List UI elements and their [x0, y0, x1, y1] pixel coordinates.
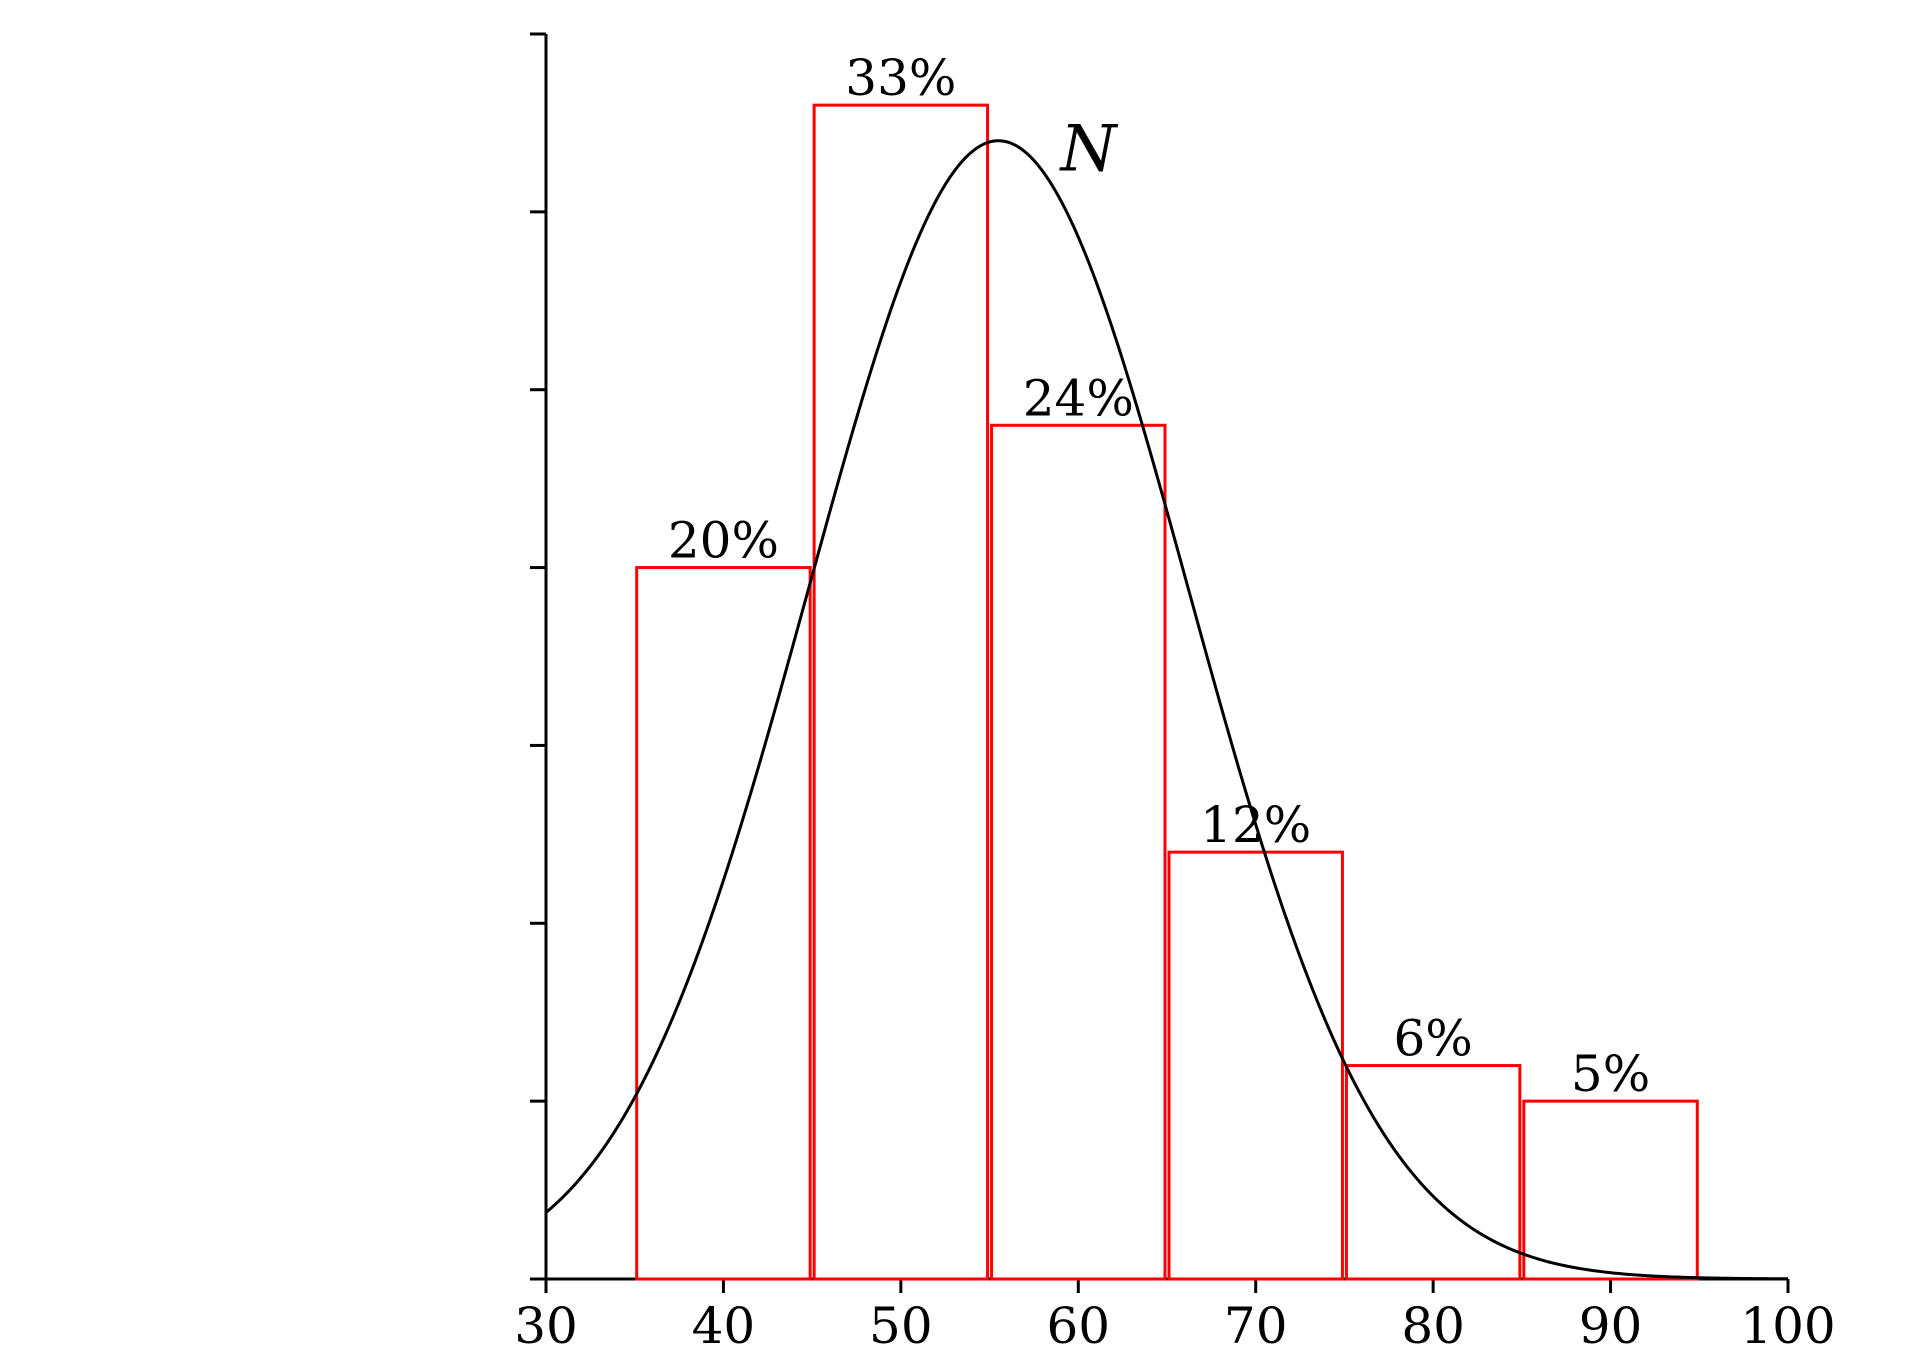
bar-value-label: 12% [1200, 796, 1311, 854]
histogram-bar [1522, 1099, 1699, 1281]
y-axis [530, 32, 548, 1281]
histogram-bar [635, 566, 812, 1281]
histogram-bar [990, 423, 1167, 1281]
x-axis: 30 40 50 60 70 80 90 100 [514, 1277, 1836, 1355]
bar-value-label: 6% [1393, 1010, 1472, 1068]
x-tick-label: 90 [1579, 1297, 1643, 1355]
x-tick-label: 50 [869, 1297, 933, 1355]
bar-value-label: 20% [668, 512, 779, 570]
x-tick-label: 30 [514, 1297, 578, 1355]
x-tick-label: 40 [692, 1297, 756, 1355]
x-tick-label: 60 [1046, 1297, 1110, 1355]
normal-curve-line [545, 139, 1789, 1281]
histogram-bar [1167, 850, 1344, 1281]
x-tick-label: 80 [1401, 1297, 1465, 1355]
bar-value-label: 24% [1023, 369, 1134, 427]
histogram-bar [812, 103, 990, 1281]
bar-labels: 20% 33% 24% 12% 6% 5% [668, 49, 1650, 1103]
histogram-bars [635, 103, 1699, 1281]
curve-label: N [1058, 113, 1118, 187]
normal-curve: N [545, 113, 1789, 1281]
x-tick-label: 70 [1224, 1297, 1288, 1355]
histogram-bar [1344, 1064, 1522, 1281]
bar-value-label: 5% [1571, 1045, 1650, 1103]
x-tick-label: 100 [1740, 1297, 1835, 1355]
bar-value-label: 33% [845, 49, 956, 107]
